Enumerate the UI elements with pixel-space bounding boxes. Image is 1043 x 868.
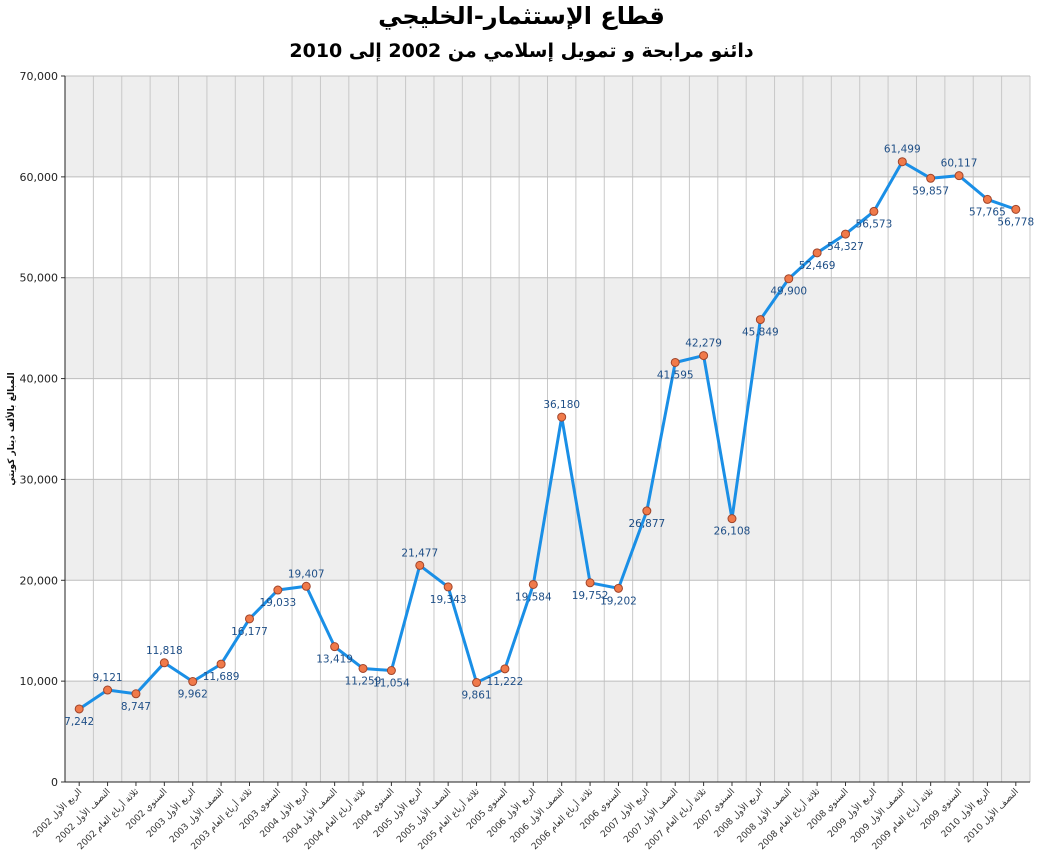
data-point bbox=[188, 677, 198, 687]
data-label: 21,477 bbox=[401, 547, 438, 559]
data-point bbox=[103, 685, 113, 695]
data-point bbox=[699, 351, 709, 361]
data-label: 19,752 bbox=[572, 590, 609, 602]
data-label: 11,818 bbox=[146, 645, 183, 657]
x-tick-label: 2003 الربع الأول bbox=[144, 786, 198, 840]
data-label: 52,469 bbox=[799, 260, 836, 272]
x-tick-label: 2007 الربع الأول bbox=[598, 786, 652, 840]
data-label: 54,327 bbox=[827, 241, 864, 253]
data-point bbox=[727, 514, 737, 524]
y-axis-label: المبالغ بالألف دينار كويتي bbox=[5, 372, 17, 485]
data-point bbox=[670, 357, 680, 367]
data-point bbox=[613, 583, 623, 593]
data-label: 26,108 bbox=[714, 526, 751, 538]
data-label: 60,117 bbox=[941, 158, 978, 170]
x-tick-label: 2008 الربع الأول bbox=[711, 786, 765, 840]
x-tick-label: 2009 الربع الأول bbox=[825, 786, 879, 840]
data-label: 57,765 bbox=[969, 206, 1006, 218]
data-point bbox=[358, 663, 368, 673]
data-label: 42,279 bbox=[685, 338, 722, 350]
data-point bbox=[216, 659, 226, 669]
data-point bbox=[159, 658, 169, 668]
y-tick-label: 70,000 bbox=[20, 70, 59, 83]
series-line bbox=[78, 160, 1017, 711]
data-label: 56,573 bbox=[856, 218, 893, 230]
x-tick-label: 2010 الربع الأول bbox=[938, 786, 992, 840]
data-label: 11,689 bbox=[203, 671, 240, 683]
y-tick-label: 10,000 bbox=[20, 675, 59, 688]
data-point bbox=[954, 171, 964, 181]
data-point bbox=[330, 642, 340, 652]
data-point bbox=[812, 248, 822, 258]
data-label: 7,242 bbox=[64, 716, 94, 728]
data-label: 49,900 bbox=[770, 286, 807, 298]
y-tick-label: 50,000 bbox=[20, 272, 59, 285]
data-point bbox=[74, 704, 84, 714]
data-point bbox=[784, 274, 794, 284]
data-point bbox=[557, 412, 567, 422]
data-point bbox=[472, 678, 482, 688]
data-label: 45,849 bbox=[742, 327, 779, 339]
data-label: 13,419 bbox=[316, 654, 353, 666]
y-tick-label: 20,000 bbox=[20, 574, 59, 587]
data-label: 59,857 bbox=[912, 185, 949, 197]
data-label: 19,343 bbox=[430, 594, 467, 606]
data-label: 26,877 bbox=[628, 518, 665, 530]
data-point bbox=[528, 579, 538, 589]
data-label: 36,180 bbox=[543, 399, 580, 411]
data-point bbox=[273, 585, 283, 595]
data-label: 11,054 bbox=[373, 678, 410, 690]
y-tick-label: 30,000 bbox=[20, 473, 59, 486]
chart-subtitle: دائنو مرابحة و تمويل إسلامي من 2002 إلى … bbox=[289, 40, 754, 62]
data-label: 9,121 bbox=[93, 672, 123, 684]
data-point bbox=[386, 666, 396, 676]
data-label: 16,177 bbox=[231, 626, 268, 638]
data-label: 9,962 bbox=[178, 689, 208, 701]
data-point bbox=[869, 206, 879, 216]
data-point bbox=[500, 664, 510, 674]
x-tick-label: 2002 الربع الأول bbox=[30, 786, 84, 840]
data-point bbox=[301, 581, 311, 591]
x-tick-label: 2006 الربع الأول bbox=[484, 786, 538, 840]
data-label: 19,584 bbox=[515, 591, 552, 603]
x-tick-label: 2005 الربع الأول bbox=[371, 786, 425, 840]
data-point bbox=[585, 578, 595, 588]
data-point bbox=[642, 506, 652, 516]
data-point bbox=[443, 582, 453, 592]
data-point bbox=[841, 229, 851, 239]
data-label: 19,033 bbox=[259, 597, 296, 609]
data-point bbox=[1011, 204, 1021, 214]
data-point bbox=[897, 157, 907, 167]
data-label: 61,499 bbox=[884, 144, 921, 156]
data-label: 19,202 bbox=[600, 595, 637, 607]
data-label: 11,259 bbox=[345, 675, 382, 687]
y-tick-label: 40,000 bbox=[20, 373, 59, 386]
x-tick-label: 2004 الربع الأول bbox=[257, 786, 311, 840]
data-label: 11,222 bbox=[487, 676, 524, 688]
y-tick-label: 0 bbox=[51, 776, 58, 789]
data-point bbox=[131, 689, 141, 699]
data-label: 9,861 bbox=[462, 690, 492, 702]
y-tick-label: 60,000 bbox=[20, 171, 59, 184]
data-point bbox=[415, 560, 425, 570]
data-point bbox=[755, 315, 765, 325]
chart-title: قطاع الإستثمار-الخليجي bbox=[378, 2, 665, 30]
data-point bbox=[982, 194, 992, 204]
data-label: 56,778 bbox=[997, 216, 1034, 228]
data-label: 8,747 bbox=[121, 701, 151, 713]
data-label: 19,407 bbox=[288, 568, 325, 580]
data-point bbox=[244, 614, 254, 624]
data-point bbox=[926, 173, 936, 183]
data-label: 41,595 bbox=[657, 369, 694, 381]
